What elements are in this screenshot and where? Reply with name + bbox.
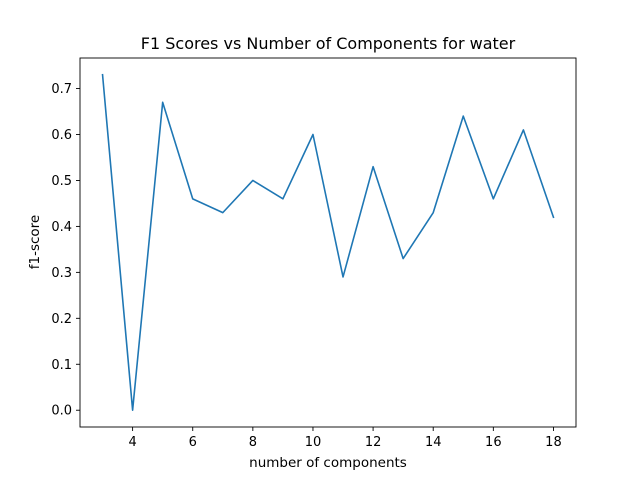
x-tick-label: 16 xyxy=(485,435,502,450)
y-tick-label: 0.6 xyxy=(51,128,72,143)
x-tick-label: 10 xyxy=(305,435,322,450)
y-tick-label: 0.3 xyxy=(51,266,72,281)
x-tick-label: 8 xyxy=(249,435,257,450)
axes-frame xyxy=(79,57,577,428)
x-tick-label: 18 xyxy=(545,435,562,450)
y-tick-label: 0.4 xyxy=(51,220,72,235)
x-tick-label: 12 xyxy=(365,435,382,450)
y-tick-label: 0.0 xyxy=(51,404,72,419)
x-tick-label: 14 xyxy=(425,435,442,450)
y-axis-label: f1-score xyxy=(27,215,43,270)
y-tick-label: 0.5 xyxy=(51,174,72,189)
plot-area: 4 6 8 10 12 14 16 18 0.0 0.1 0.2 0.3 0.4 0.5 0.6 0.7 xyxy=(51,57,577,450)
y-tick-label: 0.1 xyxy=(51,358,72,373)
series-line xyxy=(101,73,555,412)
x-tick-label: 4 xyxy=(128,435,136,450)
x-axis-label: number of components xyxy=(249,455,407,471)
chart-title: F1 Scores vs Number of Components for wa… xyxy=(141,34,516,53)
y-tick-label: 0.2 xyxy=(51,312,72,327)
y-tick-label: 0.7 xyxy=(51,82,72,97)
x-tick-label: 6 xyxy=(189,435,197,450)
